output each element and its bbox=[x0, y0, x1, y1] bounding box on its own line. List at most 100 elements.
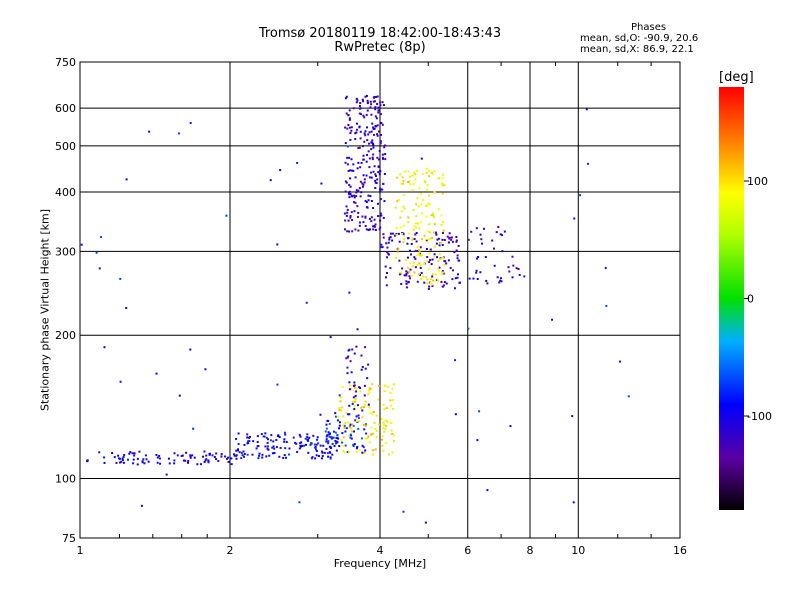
data-point bbox=[353, 399, 356, 402]
data-point bbox=[456, 273, 459, 276]
data-point bbox=[493, 247, 496, 250]
data-point bbox=[98, 451, 101, 454]
data-point bbox=[342, 424, 345, 427]
data-point bbox=[384, 265, 387, 268]
data-point bbox=[397, 232, 400, 235]
data-point bbox=[343, 212, 346, 215]
data-point bbox=[441, 184, 444, 187]
data-point bbox=[368, 131, 371, 134]
data-point bbox=[277, 434, 280, 437]
data-point bbox=[284, 447, 287, 450]
data-point bbox=[402, 182, 405, 185]
data-point bbox=[427, 287, 430, 290]
data-point bbox=[407, 232, 410, 235]
data-point bbox=[227, 460, 230, 463]
data-point bbox=[375, 181, 378, 184]
data-point bbox=[351, 423, 354, 426]
data-point bbox=[366, 99, 369, 102]
data-point bbox=[317, 442, 320, 445]
data-point bbox=[382, 450, 385, 453]
data-point bbox=[196, 463, 199, 466]
data-point bbox=[345, 412, 348, 415]
data-point bbox=[382, 157, 385, 160]
data-point bbox=[385, 256, 388, 259]
data-point bbox=[142, 458, 145, 461]
data-point bbox=[440, 214, 443, 217]
data-point bbox=[351, 430, 354, 433]
data-point bbox=[375, 435, 378, 438]
data-point bbox=[203, 450, 206, 453]
data-point bbox=[414, 178, 417, 181]
data-point bbox=[363, 384, 366, 387]
data-point bbox=[414, 226, 417, 229]
data-point bbox=[316, 438, 319, 441]
data-point bbox=[437, 259, 440, 262]
data-point bbox=[299, 442, 302, 445]
data-point bbox=[419, 246, 422, 249]
data-point bbox=[368, 142, 371, 145]
data-point bbox=[298, 447, 301, 450]
data-point bbox=[420, 157, 423, 160]
y-tick-label: 75 bbox=[62, 532, 76, 545]
data-point bbox=[353, 443, 356, 446]
data-point bbox=[334, 415, 337, 418]
x-tick-label: 4 bbox=[377, 544, 384, 557]
data-point bbox=[248, 439, 251, 442]
data-point bbox=[364, 424, 367, 427]
data-point bbox=[340, 439, 343, 442]
data-point bbox=[220, 453, 223, 456]
data-point bbox=[215, 452, 218, 455]
data-point bbox=[420, 277, 423, 280]
data-point bbox=[379, 198, 382, 201]
data-point bbox=[515, 267, 518, 270]
data-point bbox=[379, 187, 382, 190]
data-point bbox=[357, 414, 360, 417]
data-point bbox=[426, 167, 429, 170]
data-point bbox=[349, 423, 352, 426]
data-point bbox=[509, 425, 512, 428]
data-point bbox=[366, 126, 369, 129]
data-point bbox=[295, 442, 298, 445]
data-point bbox=[354, 397, 357, 400]
data-point bbox=[383, 390, 386, 393]
data-point bbox=[431, 284, 434, 287]
data-point bbox=[455, 239, 458, 242]
data-point bbox=[368, 441, 371, 444]
data-point bbox=[394, 206, 397, 209]
data-point bbox=[258, 454, 261, 457]
data-point bbox=[387, 453, 390, 456]
data-point bbox=[457, 259, 460, 262]
data-point bbox=[347, 219, 350, 222]
data-point bbox=[375, 117, 378, 120]
data-point bbox=[275, 446, 278, 449]
data-point bbox=[279, 446, 282, 449]
data-point bbox=[270, 434, 273, 437]
data-point bbox=[399, 216, 402, 219]
data-point bbox=[420, 271, 423, 274]
data-point bbox=[379, 142, 382, 145]
data-point bbox=[362, 158, 365, 161]
data-point bbox=[361, 437, 364, 440]
data-point bbox=[346, 156, 349, 159]
data-point bbox=[344, 180, 347, 183]
data-point bbox=[419, 273, 422, 276]
data-point bbox=[365, 201, 368, 204]
data-point bbox=[207, 459, 210, 462]
data-point bbox=[271, 452, 274, 455]
data-point bbox=[364, 130, 367, 133]
data-point bbox=[409, 249, 412, 252]
data-point bbox=[353, 210, 356, 213]
data-point bbox=[347, 192, 350, 195]
data-point bbox=[402, 232, 405, 235]
data-point bbox=[428, 252, 431, 255]
data-point bbox=[370, 176, 373, 179]
data-point bbox=[444, 260, 447, 263]
data-point bbox=[158, 457, 161, 460]
data-point bbox=[380, 134, 383, 137]
data-point bbox=[482, 227, 485, 230]
data-point bbox=[136, 463, 139, 466]
data-point bbox=[412, 183, 415, 186]
data-point bbox=[356, 167, 359, 170]
data-point bbox=[401, 176, 404, 179]
data-point bbox=[220, 455, 223, 458]
